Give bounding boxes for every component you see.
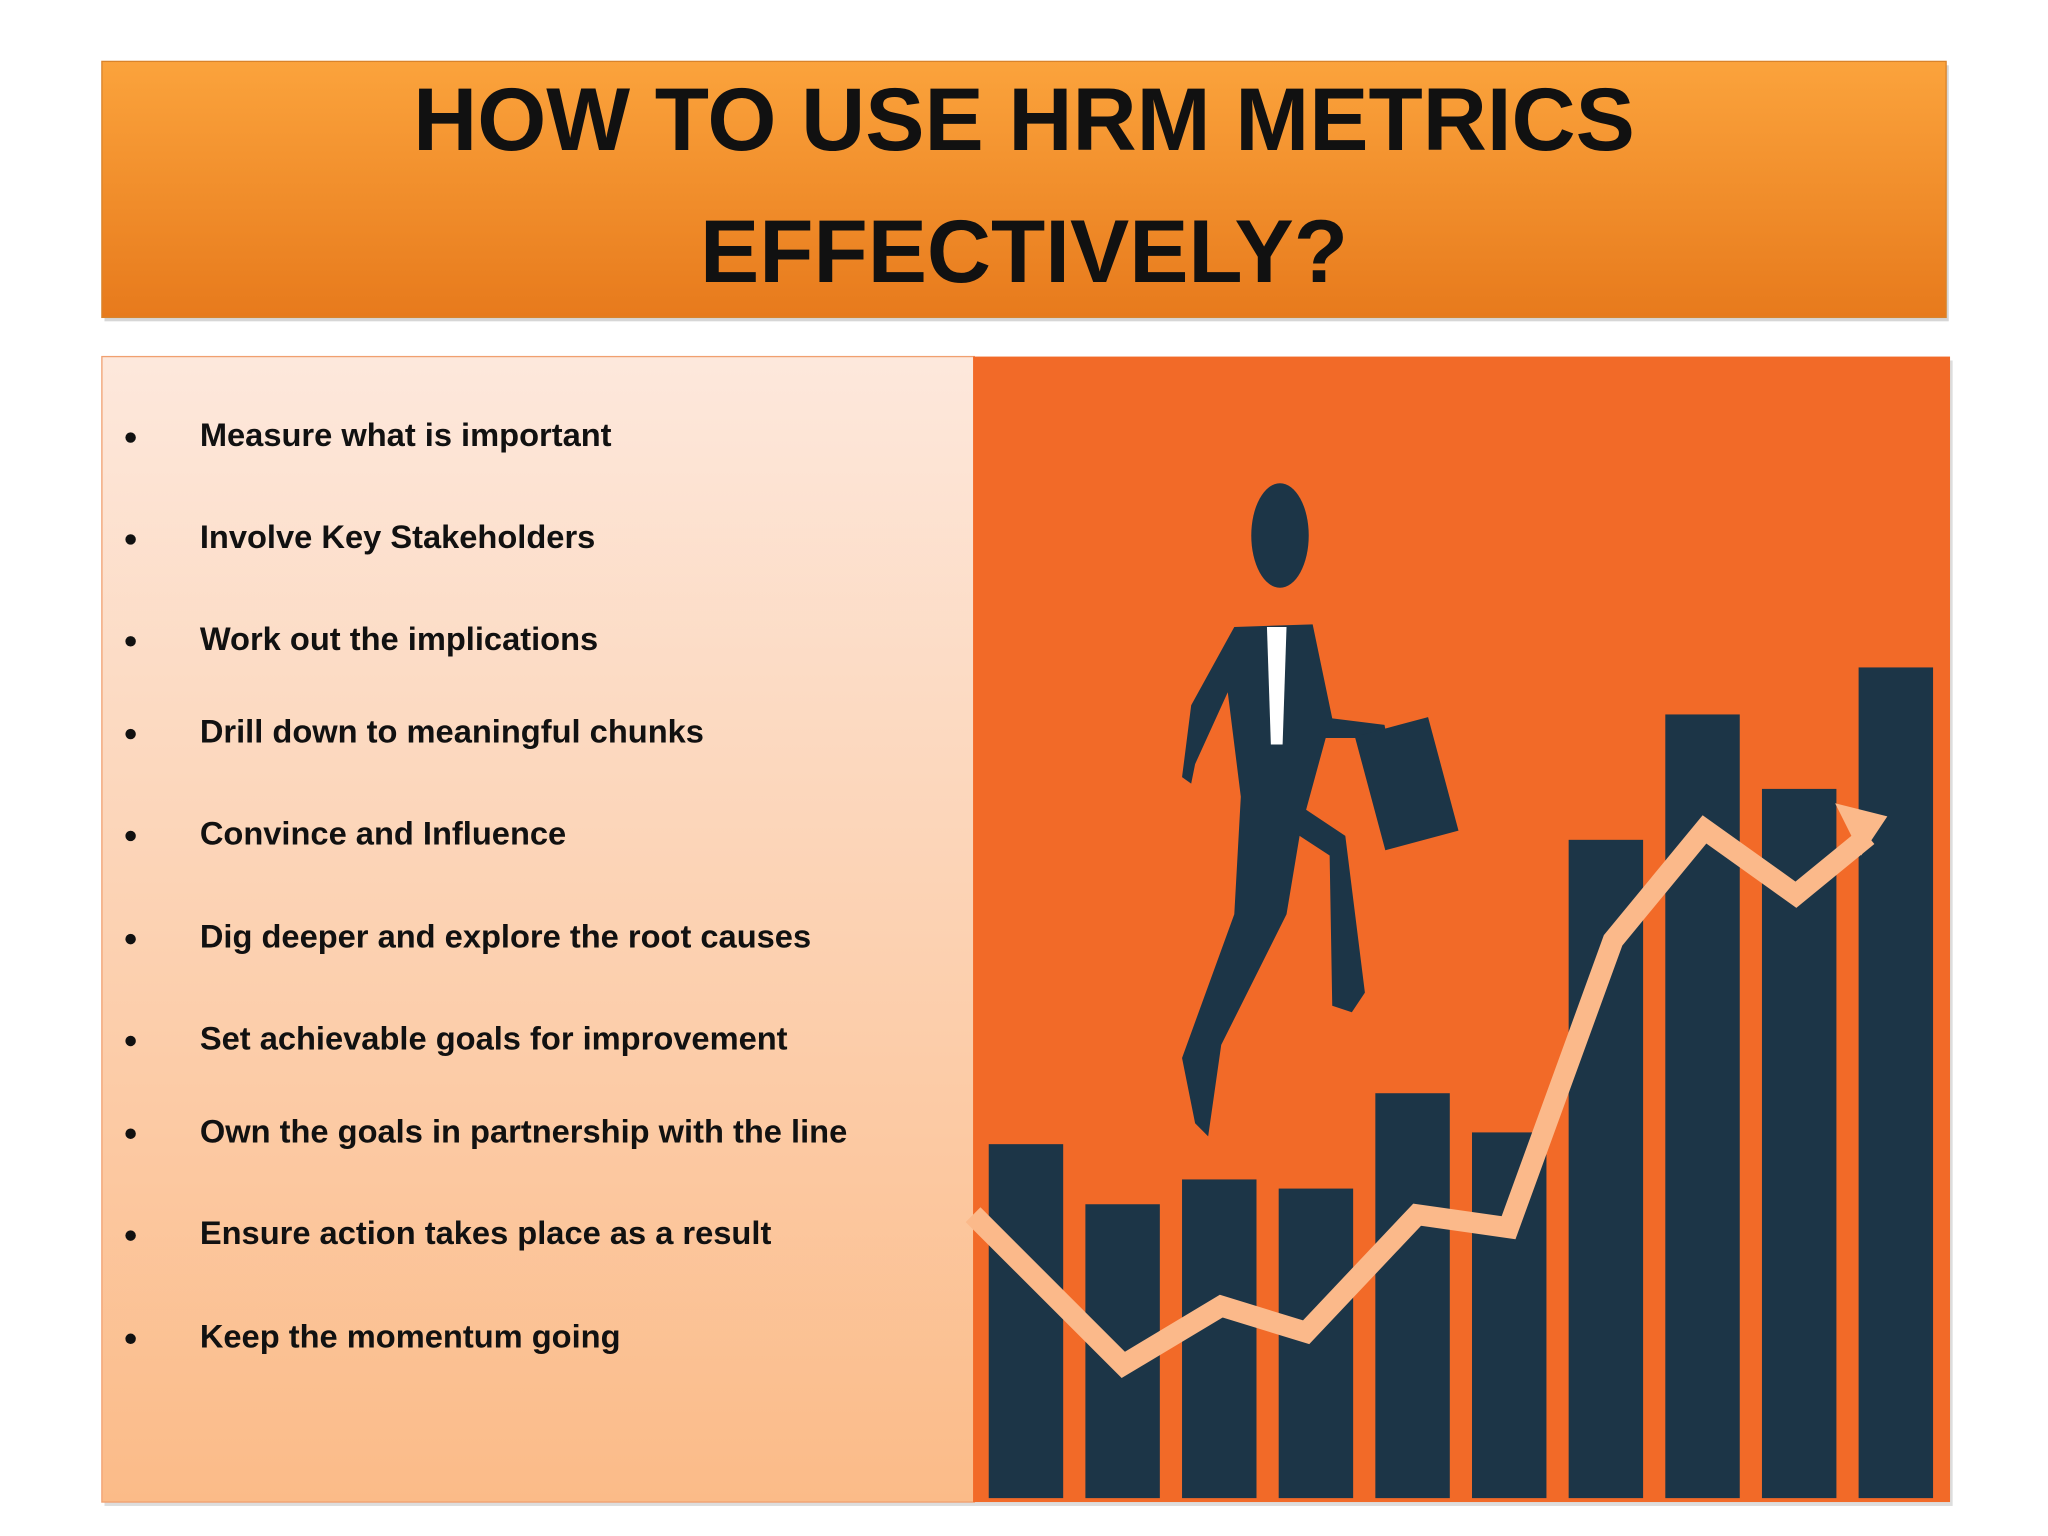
bullet-text: Measure what is important bbox=[200, 416, 612, 453]
title-line: EFFECTIVELY? bbox=[700, 202, 1348, 301]
bullet-text: Drill down to meaningful chunks bbox=[200, 713, 704, 750]
bullet-text: Involve Key Stakeholders bbox=[200, 518, 595, 555]
text-panel bbox=[101, 355, 976, 1503]
bullet-dot bbox=[125, 830, 136, 842]
bullet-dot bbox=[125, 1128, 136, 1139]
bullet-text: Dig deeper and explore the root causes bbox=[200, 918, 811, 955]
bullet-dot bbox=[125, 1333, 136, 1344]
bullet-text: Work out the implications bbox=[200, 620, 598, 657]
bullet-text: Own the goals in partnership with the li… bbox=[200, 1112, 847, 1149]
bullet-text: Convince and Influence bbox=[200, 815, 566, 852]
bullet-dot bbox=[125, 636, 136, 647]
bullet-dot bbox=[125, 728, 136, 740]
bullet-text: Set achievable goals for improvement bbox=[200, 1020, 788, 1057]
bullet-dot bbox=[125, 933, 136, 945]
title-line: HOW TO USE HRM METRICS bbox=[413, 70, 1635, 169]
bullet-text: Ensure action takes place as a result bbox=[200, 1214, 772, 1251]
title-bar bbox=[101, 60, 1947, 319]
bullet-dot bbox=[125, 432, 136, 443]
bullet-dot bbox=[125, 1230, 136, 1241]
bullet-dot bbox=[125, 534, 136, 545]
illustration bbox=[965, 483, 1934, 1499]
bullet-dot bbox=[125, 1035, 136, 1047]
bullet-text: Keep the momentum going bbox=[200, 1317, 621, 1354]
